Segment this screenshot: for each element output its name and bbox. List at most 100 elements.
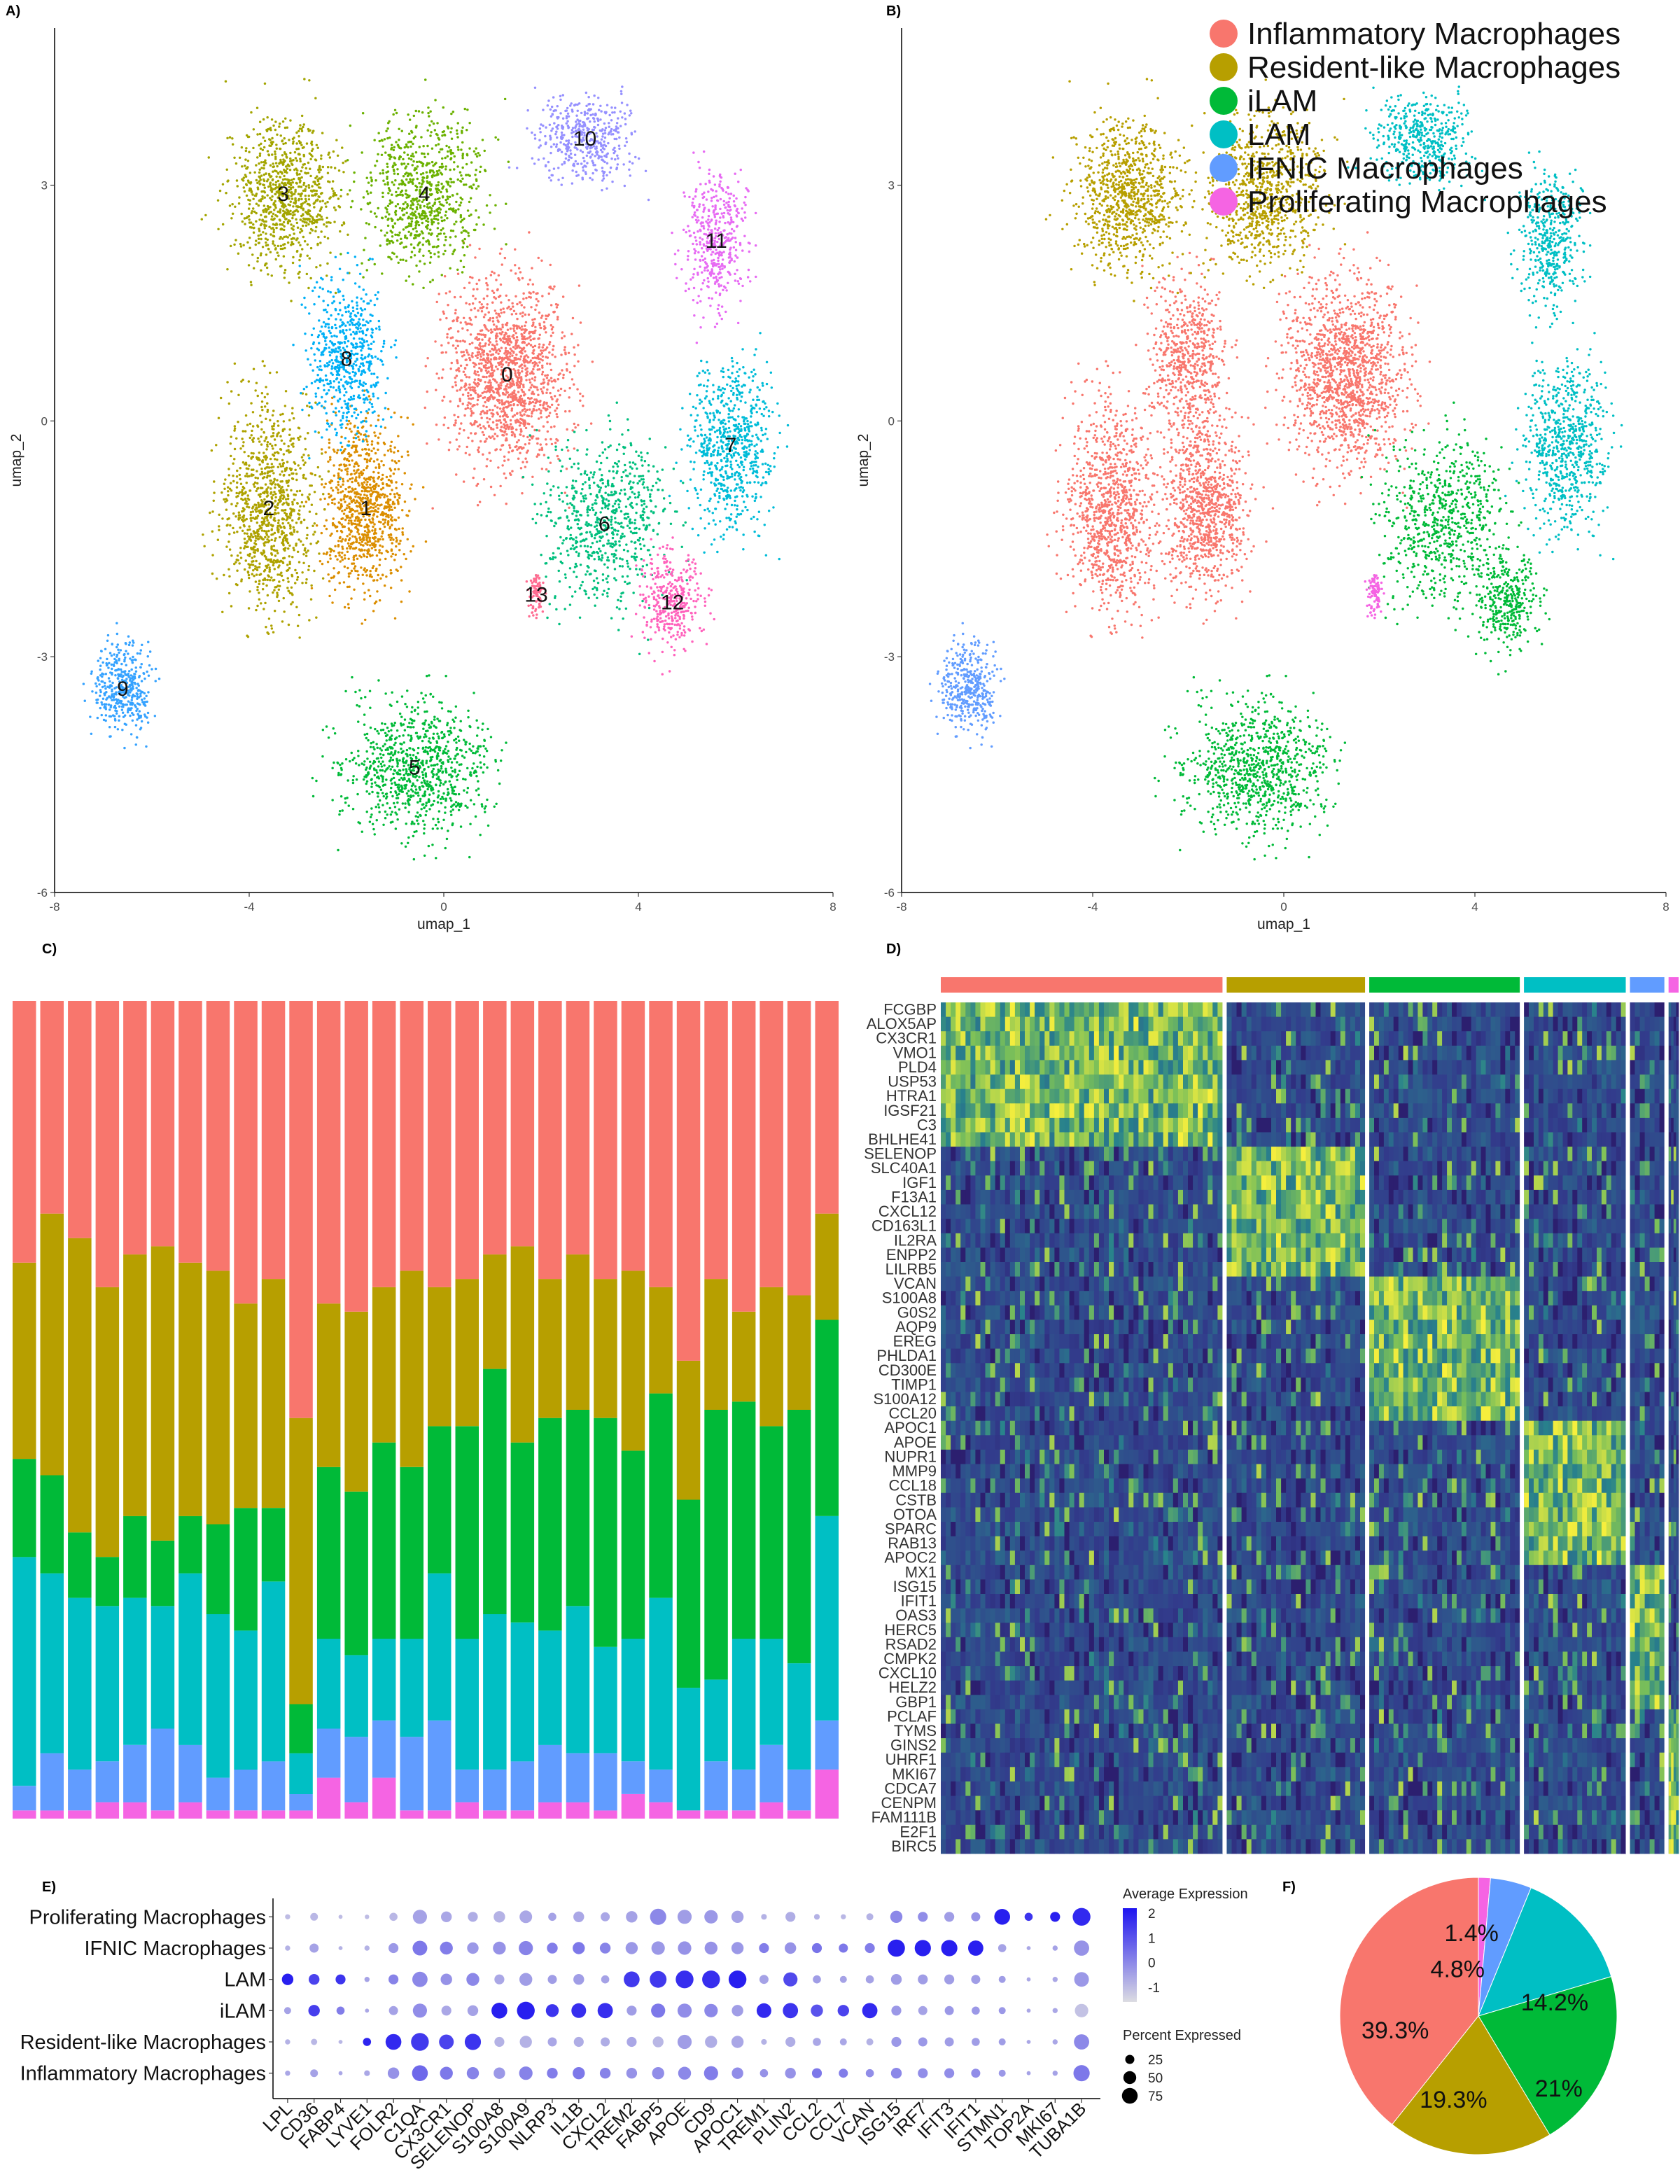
- heatmap-cell: [1315, 1132, 1321, 1147]
- heatmap-cell: [1422, 1016, 1428, 1032]
- heatmap-cell: [1515, 1363, 1520, 1378]
- heatmap-cell: [1315, 1348, 1321, 1364]
- stacked-bar-segment: [787, 1769, 811, 1811]
- heatmap-group-bar: [1226, 977, 1366, 993]
- heatmap-cell: [1286, 1074, 1292, 1090]
- heatmap-cell: [1193, 1320, 1198, 1335]
- heatmap-cell: [1064, 1204, 1070, 1219]
- heatmap-cell: [1418, 1074, 1423, 1090]
- heatmap-cell: [1505, 1276, 1511, 1292]
- heatmap-cell: [1340, 1031, 1346, 1046]
- stacked-bar-segment: [261, 1001, 286, 1280]
- heatmap-cell: [1212, 1103, 1218, 1119]
- heatmap-cell: [1427, 1031, 1433, 1046]
- heatmap-cell: [1639, 1002, 1645, 1017]
- heatmap-cell: [1000, 1305, 1006, 1320]
- heatmap-cell: [965, 1233, 971, 1248]
- heatmap-cell: [1198, 1435, 1203, 1450]
- heatmap-cell: [1054, 1420, 1060, 1436]
- heatmap-cell: [1168, 1117, 1174, 1133]
- heatmap-cell: [1485, 1247, 1491, 1263]
- heatmap-cell: [1510, 1449, 1516, 1464]
- heatmap-cell: [1360, 1449, 1366, 1464]
- heatmap-cell: [1133, 1247, 1139, 1263]
- heatmap-cell: [1188, 1117, 1194, 1133]
- heatmap-cell: [1158, 1103, 1164, 1119]
- heatmap-cell: [1203, 1406, 1208, 1422]
- heatmap-cell: [1030, 1147, 1035, 1162]
- heatmap-cell: [1009, 1161, 1016, 1176]
- stacked-bar-segment: [206, 1777, 230, 1811]
- heatmap-cell: [1398, 1132, 1404, 1147]
- heatmap-cell: [1408, 1233, 1413, 1248]
- heatmap-cell: [1198, 1016, 1203, 1032]
- heatmap-cell: [1620, 1219, 1626, 1234]
- heatmap-cell: [1035, 1392, 1040, 1407]
- heatmap-cell: [1163, 1262, 1169, 1277]
- heatmap-cell: [1203, 1233, 1208, 1248]
- heatmap-cell: [1403, 1449, 1408, 1464]
- heatmap-cell: [1310, 1031, 1316, 1046]
- heatmap-cell: [1153, 1219, 1159, 1234]
- heatmap-cell: [1163, 1117, 1169, 1133]
- heatmap-cell: [1183, 1204, 1189, 1219]
- heatmap-cell: [1114, 1175, 1119, 1191]
- heatmap-cell: [1582, 1132, 1588, 1147]
- heatmap-cell: [1485, 1377, 1491, 1392]
- heatmap-cell: [1668, 1147, 1672, 1162]
- heatmap-cell: [1644, 1117, 1650, 1133]
- heatmap-cell: [1639, 1377, 1645, 1392]
- heatmap-cell: [1104, 1449, 1110, 1464]
- heatmap-cell: [1630, 1088, 1635, 1104]
- heatmap-cell: [1069, 1016, 1075, 1032]
- heatmap-cell: [1543, 1420, 1549, 1436]
- heatmap-cell: [1231, 1377, 1237, 1392]
- heatmap-cell: [1447, 1291, 1452, 1306]
- heatmap-cell: [946, 1392, 951, 1407]
- heatmap-cell: [1188, 1233, 1194, 1248]
- heatmap-cell: [1040, 1377, 1045, 1392]
- heatmap-cell: [1009, 1132, 1016, 1147]
- heatmap-cell: [1325, 1276, 1331, 1292]
- heatmap-cell: [1388, 1161, 1394, 1176]
- heatmap-cell: [1330, 1420, 1336, 1436]
- heatmap-cell: [1587, 1204, 1592, 1219]
- heatmap-cell: [1124, 1031, 1129, 1046]
- heatmap-cell: [1188, 1031, 1194, 1046]
- heatmap-cell: [1393, 1276, 1399, 1292]
- heatmap-cell: [1461, 1045, 1467, 1060]
- legend-key: [1210, 53, 1238, 81]
- heatmap-cell: [1422, 1233, 1428, 1248]
- heatmap-cell: [1188, 1420, 1194, 1436]
- heatmap-cell: [1597, 1334, 1602, 1349]
- heatmap-cell: [1054, 1074, 1060, 1090]
- heatmap-cell: [1461, 1031, 1467, 1046]
- heatmap-cell: [1630, 1060, 1635, 1075]
- heatmap-cell: [1114, 1334, 1119, 1349]
- heatmap-cell: [946, 1189, 951, 1205]
- heatmap-cell: [1634, 1377, 1640, 1392]
- heatmap-cell: [1601, 1435, 1607, 1450]
- heatmap-cell: [1093, 1117, 1100, 1133]
- heatmap-cell: [1291, 1392, 1296, 1407]
- heatmap-cell: [1025, 1435, 1030, 1450]
- stacked-bar-segment: [760, 1001, 783, 1287]
- umap-point-group-b: [1046, 231, 1432, 639]
- heatmap-cell: [1014, 1363, 1021, 1378]
- heatmap-cell: [1069, 1189, 1075, 1205]
- heatmap-cell: [1163, 1449, 1169, 1464]
- heatmap-cell: [1510, 1189, 1516, 1205]
- heatmap-cell: [1281, 1002, 1287, 1017]
- heatmap-cell: [1093, 1204, 1100, 1219]
- legend-label: iLAM: [1247, 84, 1317, 118]
- heatmap-cell: [1601, 1334, 1607, 1349]
- heatmap-cell: [1335, 1117, 1341, 1133]
- heatmap-cell: [1109, 1233, 1114, 1248]
- heatmap-cell: [1345, 1420, 1351, 1436]
- heatmap-cell: [1315, 1147, 1321, 1162]
- heatmap-cell: [960, 1392, 966, 1407]
- heatmap-cell: [1639, 1320, 1645, 1335]
- heatmap-cell: [1212, 1189, 1218, 1205]
- x-tick-label: 8: [1662, 900, 1669, 913]
- heatmap-cell: [1035, 1233, 1040, 1248]
